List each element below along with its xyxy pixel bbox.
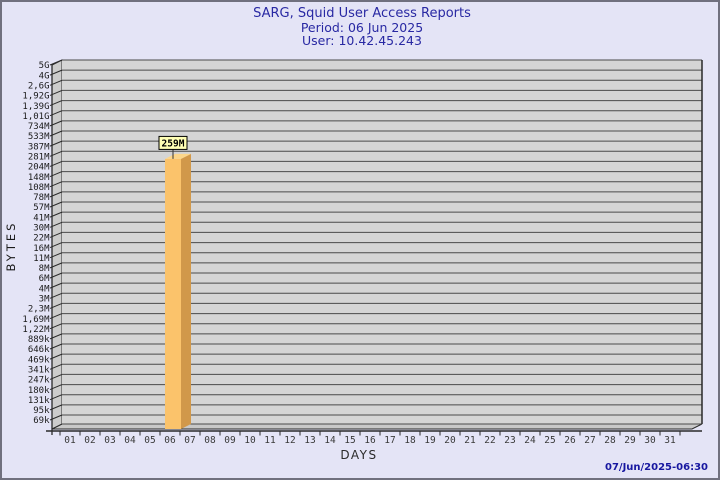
chart-titles: SARG, Squid User Access Reports Period: … bbox=[2, 6, 718, 48]
y-tick-label: 11M bbox=[33, 254, 50, 264]
x-axis-title: DAYS bbox=[340, 448, 378, 462]
x-tick-label: 02 bbox=[84, 435, 95, 446]
x-tick-label: 17 bbox=[384, 435, 395, 446]
y-tick-label: 889k bbox=[28, 335, 50, 345]
bar-top-face bbox=[165, 153, 191, 159]
x-tick-label: 19 bbox=[424, 435, 436, 446]
y-tick-label: 247k bbox=[28, 376, 50, 386]
y-tick-label: 148M bbox=[28, 173, 50, 183]
x-tick-label: 27 bbox=[584, 435, 595, 446]
y-tick-label: 5G bbox=[39, 61, 50, 71]
y-tick-label: 30M bbox=[33, 223, 50, 233]
x-tick-label: 16 bbox=[364, 435, 376, 446]
y-tick-label: 2,3M bbox=[28, 305, 50, 315]
y-tick-label: 1,22M bbox=[22, 325, 50, 335]
y-tick-label: 131k bbox=[28, 396, 50, 406]
y-tick-label: 8M bbox=[39, 264, 50, 274]
y-tick-label: 469k bbox=[28, 355, 50, 365]
x-tick-label: 06 bbox=[164, 435, 176, 446]
bar-value-label: 259M bbox=[162, 138, 185, 149]
y-tick-label: 2,6G bbox=[28, 81, 50, 91]
x-tick-label: 26 bbox=[564, 435, 576, 446]
x-tick-label: 14 bbox=[324, 435, 336, 446]
x-tick-label: 01 bbox=[64, 435, 76, 446]
y-tick-label: 16M bbox=[33, 244, 50, 254]
y-tick-label: 4G bbox=[39, 71, 50, 81]
y-tick-label: 3M bbox=[39, 294, 50, 304]
y-tick-label: 108M bbox=[28, 183, 50, 193]
x-tick-label: 31 bbox=[664, 435, 676, 446]
report-user: User: 10.42.45.243 bbox=[302, 33, 422, 48]
wall-hatch bbox=[49, 59, 63, 66]
x-tick-label: 04 bbox=[124, 435, 136, 446]
y-tick-label: 78M bbox=[33, 193, 50, 203]
y-tick-label: 95k bbox=[33, 406, 50, 416]
x-tick-label: 13 bbox=[304, 435, 315, 446]
plot-area bbox=[62, 60, 702, 424]
chart-floor bbox=[51, 423, 703, 430]
bar-side-face bbox=[181, 153, 191, 429]
bar-value-label-box bbox=[158, 135, 188, 150]
y-tick-label: 1,92G bbox=[22, 92, 49, 102]
x-tick-label: 24 bbox=[524, 435, 536, 446]
x-tick-label: 30 bbox=[644, 435, 656, 446]
x-tick-label: 12 bbox=[284, 435, 295, 446]
y-tick-label: 69k bbox=[33, 416, 50, 426]
x-tick-label: 07 bbox=[184, 435, 195, 446]
bar bbox=[165, 158, 181, 429]
y-tick-label: 341k bbox=[28, 365, 50, 375]
x-tick-label: 08 bbox=[204, 435, 216, 446]
y-tick-label: 22M bbox=[33, 234, 50, 244]
page-title: SARG, Squid User Access Reports bbox=[253, 6, 471, 21]
y-tick-label: 1,69M bbox=[22, 315, 50, 325]
x-tick-label: 29 bbox=[624, 435, 636, 446]
report-period: Period: 06 Jun 2025 bbox=[300, 19, 424, 35]
y-tick-label: 1,39G bbox=[22, 102, 49, 112]
x-tick-label: 09 bbox=[224, 435, 236, 446]
y-tick-label: 41M bbox=[33, 213, 50, 223]
y-tick-label: 204M bbox=[28, 163, 50, 173]
y-tick-label: 281M bbox=[28, 152, 50, 162]
y-tick-label: 734M bbox=[28, 122, 50, 132]
x-tick-label: 05 bbox=[144, 435, 155, 446]
x-tick-label: 11 bbox=[264, 435, 276, 446]
y-tick-label: 533M bbox=[28, 132, 50, 142]
y-tick-label: 1,01G bbox=[22, 112, 49, 122]
x-tick-label: 18 bbox=[404, 435, 416, 446]
generation-timestamp: 07/Jun/2025-06:30 bbox=[605, 462, 708, 473]
x-tick-label: 25 bbox=[544, 435, 555, 446]
x-tick-label: 03 bbox=[104, 435, 115, 446]
x-tick-label: 20 bbox=[444, 435, 456, 446]
y-tick-label: 387M bbox=[28, 142, 50, 152]
x-tick-label: 21 bbox=[464, 435, 476, 446]
y-axis-title: BYTES bbox=[4, 220, 18, 272]
y-tick-label: 57M bbox=[33, 203, 50, 213]
x-tick-label: 22 bbox=[484, 435, 495, 446]
y-tick-label: 6M bbox=[39, 274, 50, 284]
x-tick-label: 15 bbox=[344, 435, 355, 446]
y-tick-label: 180k bbox=[28, 386, 50, 396]
x-tick-label: 28 bbox=[604, 435, 616, 446]
x-tick-label: 23 bbox=[504, 435, 515, 446]
y-tick-label: 4M bbox=[39, 284, 50, 294]
y-tick-label: 646k bbox=[28, 345, 50, 355]
x-tick-label: 10 bbox=[244, 435, 256, 446]
